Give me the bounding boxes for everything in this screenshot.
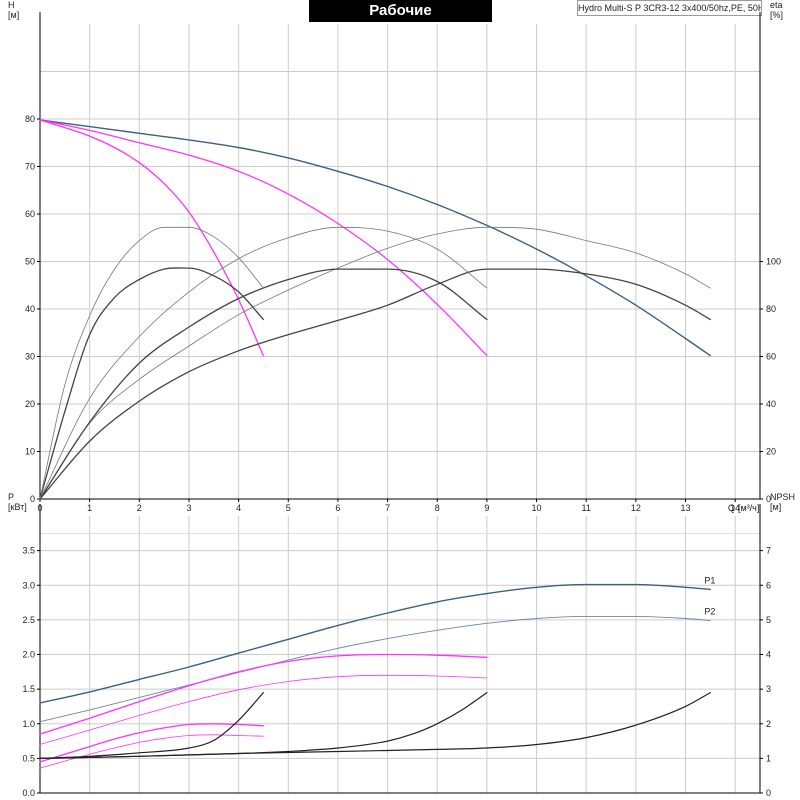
y-tick-label: 70 <box>25 162 35 172</box>
y-tick-label: 80 <box>25 114 35 124</box>
y-tick-label: 3.5 <box>22 546 35 556</box>
x-tick-label: 7 <box>385 503 390 513</box>
y2-tick-label: 0 <box>766 788 771 798</box>
x-tick-label: 13 <box>681 503 691 513</box>
y-tick-label: 50 <box>25 257 35 267</box>
y-tick-label: 0.0 <box>22 788 35 798</box>
y2-tick-label: 60 <box>766 352 776 362</box>
series-line-speed <box>39 653 488 735</box>
series-label-p2: P2 <box>704 607 715 617</box>
x-tick-label: 12 <box>631 503 641 513</box>
y2-axis-label: NPSH <box>770 492 795 502</box>
x-tick-label: 9 <box>484 503 489 513</box>
series-line-speed <box>39 723 265 763</box>
x-tick-label: 14 <box>730 503 740 513</box>
y2-tick-label: 7 <box>766 546 771 556</box>
series-line-power <box>39 583 711 704</box>
y-tick-label: 1.5 <box>22 684 35 694</box>
x-tick-label: 10 <box>532 503 542 513</box>
series-line-eff <box>39 267 265 500</box>
y-tick-label: 0 <box>30 494 35 504</box>
series-line-eff <box>39 268 711 500</box>
series-line-npsh <box>39 692 264 759</box>
y-tick-label: 0.5 <box>22 753 35 763</box>
x-tick-label: 8 <box>435 503 440 513</box>
y-tick-label: 60 <box>25 209 35 219</box>
y2-tick-label: 2 <box>766 719 771 729</box>
series-line-eff-thin <box>39 226 264 500</box>
series-line-speed <box>39 119 488 357</box>
y-tick-label: 2.5 <box>22 615 35 625</box>
x-tick-label: 2 <box>137 503 142 513</box>
series-line-eff-thin <box>39 226 488 500</box>
y2-tick-label: 6 <box>766 580 771 590</box>
series-line-npsh <box>39 692 488 759</box>
pump-model-label: Hydro Multi-S P 3CR3-12 3x400/50hz,PE, 5… <box>577 0 762 16</box>
power-npsh-panel: 0.00.51.01.52.02.53.03.501234567P[кВт]NP… <box>8 492 795 798</box>
series-line-eff <box>39 268 488 500</box>
y-axis-unit: [м] <box>8 10 19 20</box>
y2-tick-label: 40 <box>766 399 776 409</box>
x-axis-label: Q <box>728 503 735 513</box>
series-line-eff-thin <box>39 226 711 500</box>
series-label-p1: P1 <box>704 575 715 585</box>
chart-title: Рабочие характеристики <box>309 0 492 41</box>
x-tick-label: 11 <box>582 503 591 513</box>
y2-tick-label: 20 <box>766 447 776 457</box>
y2-axis-unit: [м] <box>770 502 781 512</box>
y-tick-label: 40 <box>25 304 35 314</box>
y-tick-label: 1.0 <box>22 719 35 729</box>
y-axis-label: H <box>8 0 15 10</box>
y2-tick-label: 100 <box>766 257 781 267</box>
y2-axis-unit: [%] <box>770 10 783 20</box>
y2-tick-label: 4 <box>766 650 771 660</box>
series-line-power-thin <box>39 615 711 723</box>
x-tick-label: 1 <box>87 503 92 513</box>
y-tick-label: 3.0 <box>22 580 35 590</box>
y-tick-label: 30 <box>25 352 35 362</box>
x-tick-label: 5 <box>286 503 291 513</box>
y-tick-label: 10 <box>25 447 35 457</box>
y2-tick-label: 3 <box>766 684 771 694</box>
x-tick-label: 3 <box>186 503 191 513</box>
series-line-head <box>39 119 711 357</box>
x-tick-label: 4 <box>236 503 241 513</box>
series-line-npsh <box>39 692 711 759</box>
x-tick-label: 6 <box>335 503 340 513</box>
y-axis-label: P <box>8 492 14 502</box>
y2-tick-label: 0 <box>766 494 771 504</box>
series-line-speed <box>39 119 265 357</box>
y-axis-unit: [кВт] <box>8 502 27 512</box>
y-tick-label: 2.0 <box>22 650 35 660</box>
head-efficiency-panel: 01020304050607080020406080100H[м]eta[%]0… <box>8 0 783 513</box>
y2-tick-label: 5 <box>766 615 771 625</box>
y2-axis-label: eta <box>770 0 783 10</box>
y2-tick-label: 1 <box>766 753 771 763</box>
series-line-speed-thin <box>39 674 488 745</box>
x-axis-unit: [м³/ч] <box>738 503 759 513</box>
y2-tick-label: 80 <box>766 304 776 314</box>
y-tick-label: 20 <box>25 399 35 409</box>
